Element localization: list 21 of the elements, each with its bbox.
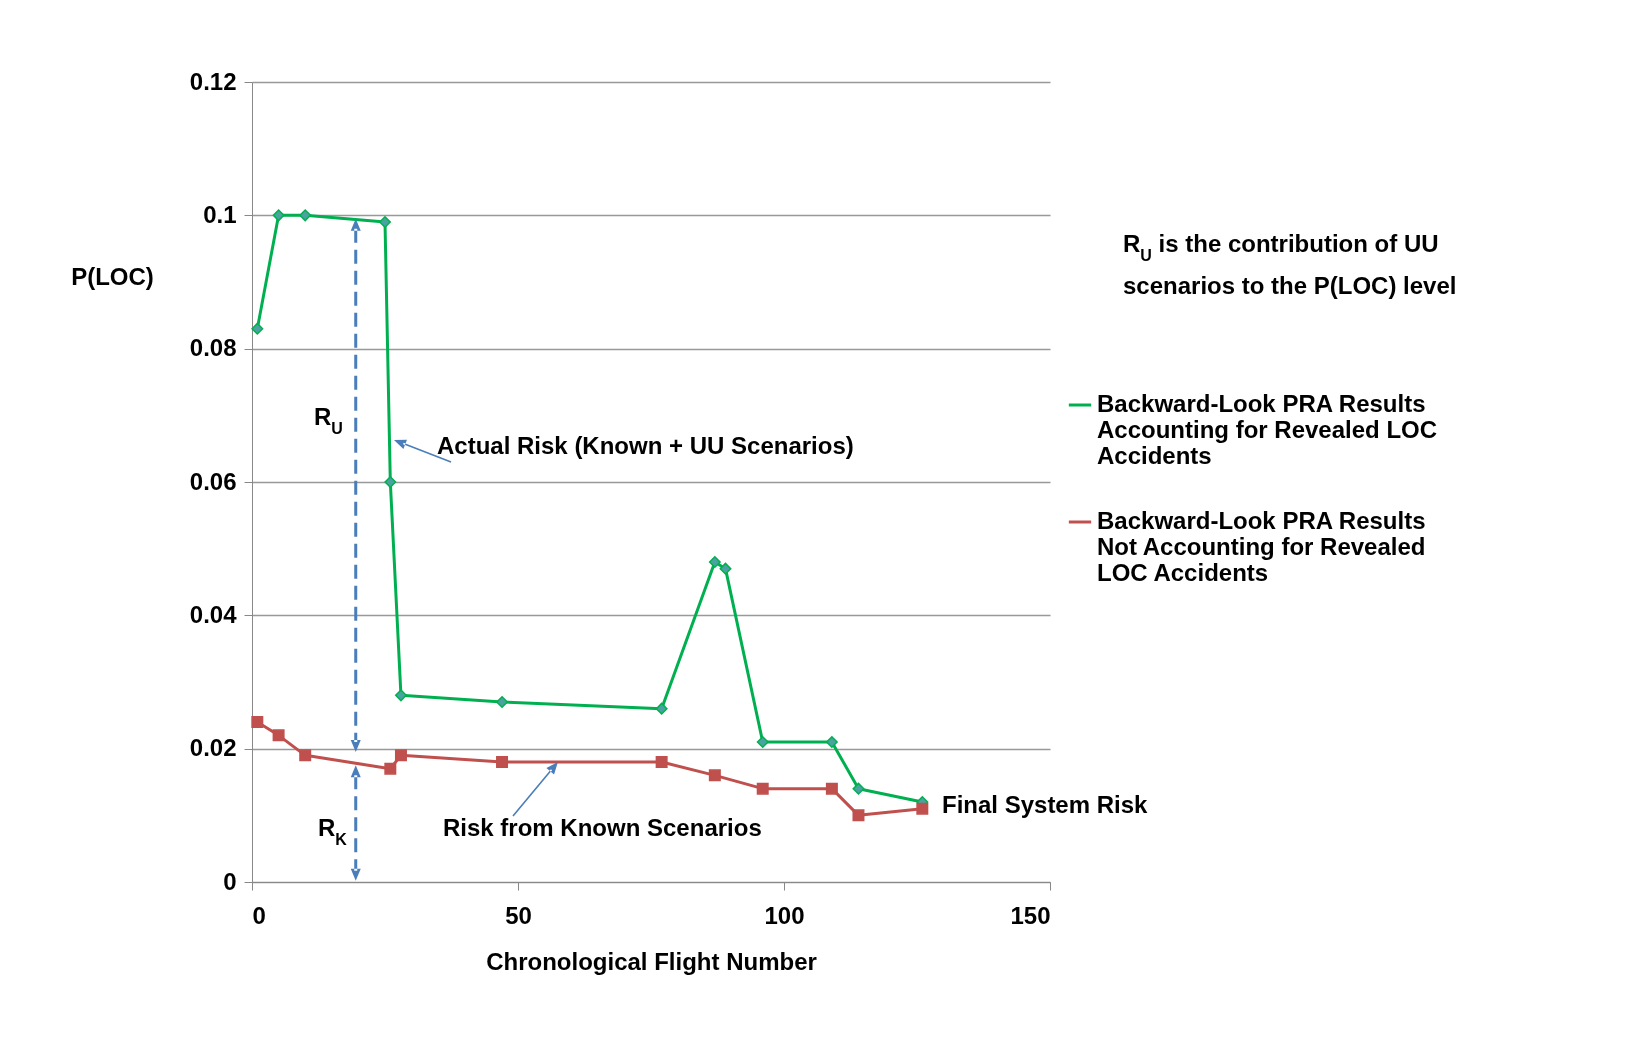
x-axis-title: Chronological Flight Number — [486, 947, 817, 975]
y-tick-label: 0 — [223, 867, 237, 895]
annotation: Risk from Known Scenarios — [443, 814, 762, 841]
text: R$_{U}$ is the contribution of UU scenarios to the P(LOC) level — [1123, 230, 1457, 299]
x-tick-label: 100 — [764, 901, 805, 929]
annotation: Final System Risk — [942, 791, 1149, 818]
y-tick-label: 0.04 — [189, 600, 238, 628]
annotation: R$_{U}$ — [314, 403, 343, 437]
y-tick-label: 0.1 — [203, 200, 237, 228]
x-tick-label: 0 — [252, 901, 266, 929]
annotation: Actual Risk (Known + UU Scenarios) — [437, 432, 854, 459]
x-tick-label: 50 — [505, 901, 532, 929]
legend-label: Backward-Look PRA Results Accounting for Revealed LOC Accidents — [1097, 390, 1438, 469]
y-tick-label: 0.08 — [189, 334, 237, 362]
y-tick-label: 0.02 — [189, 734, 237, 762]
legend-label: Backward-Look PRA Results Not Accounting for Revealed LOC Accidents — [1097, 507, 1426, 586]
y-axis-title: P(LOC) — [71, 262, 154, 290]
y-tick-label: 0.06 — [189, 467, 237, 495]
y-tick-label: 0.12 — [189, 67, 237, 95]
annotation: R$_{K}$ — [318, 814, 348, 848]
x-tick-label: 150 — [1010, 901, 1051, 929]
